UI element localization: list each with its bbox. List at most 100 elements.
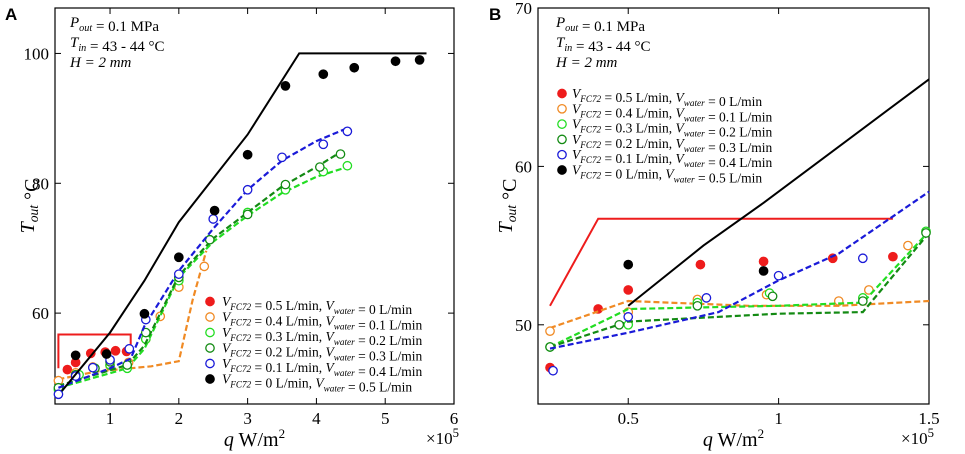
data-point	[53, 389, 64, 400]
data-point	[139, 308, 150, 319]
fit-line	[549, 190, 930, 350]
x-tick-label: 2	[175, 409, 184, 428]
data-point	[545, 326, 555, 336]
fit-line	[57, 333, 132, 369]
data-point	[277, 152, 287, 163]
x-multiplier: ×105	[901, 426, 934, 448]
data-point	[888, 251, 898, 262]
data-point	[773, 270, 784, 281]
y-axis-label: Tout °C	[17, 179, 43, 234]
legend-label: VFC72 = 0.5 L/min, Vwater = 0 L/min	[222, 294, 412, 317]
data-point	[758, 266, 769, 276]
data-point	[280, 81, 291, 91]
x-tick-label: 3	[243, 409, 252, 428]
x-tick-label: 0.5	[618, 409, 639, 428]
data-point	[335, 149, 346, 159]
legend-marker	[205, 312, 215, 322]
legend-label: VFC72 = 0.1 L/min, Vwater = 0.4 L/min	[572, 147, 773, 170]
condition-annotation: Pout = 0.1 MPa	[69, 15, 159, 35]
legend-marker	[557, 103, 567, 114]
data-point	[623, 285, 634, 295]
data-point	[199, 261, 210, 272]
y-tick-label: 60	[32, 304, 49, 323]
data-point	[623, 312, 634, 322]
data-point	[87, 362, 98, 373]
fit-line	[549, 230, 930, 348]
fit-line	[627, 78, 930, 307]
data-point	[204, 234, 215, 245]
data-point	[857, 253, 868, 264]
data-point	[280, 179, 291, 190]
legend-label: VFC72 = 0.4 L/min, Vwater = 0.1 L/min	[572, 101, 773, 124]
condition-annotation: Tin = 43 - 44 °C	[70, 35, 165, 55]
x-axis-label: q W/m2	[224, 426, 285, 451]
x-tick-label: 1	[106, 409, 115, 428]
legend-marker	[205, 358, 215, 369]
panel-letter: A	[5, 5, 17, 24]
x-tick-label: 4	[312, 409, 321, 428]
plot-frame	[537, 7, 930, 405]
condition-annotation: Pout = 0.1 MPa	[555, 15, 645, 35]
data-point	[548, 365, 558, 376]
legend-marker	[205, 327, 215, 338]
legend-label: VFC72 = 0.2 L/min, Vwater = 0.3 L/min	[572, 132, 773, 155]
plot-frame	[54, 7, 455, 405]
data-point	[62, 364, 73, 375]
data-point	[122, 360, 133, 370]
data-point	[173, 252, 184, 263]
x-multiplier: ×105	[426, 426, 459, 448]
data-point	[85, 348, 96, 359]
condition-annotation: Tin = 43 - 44 °C	[556, 35, 651, 55]
legend-marker	[557, 149, 567, 160]
data-point	[315, 162, 325, 172]
y-axis-label: Tout °C	[495, 179, 521, 234]
data-point	[767, 291, 778, 302]
y-tick-label: 100	[24, 44, 50, 63]
legend-label: VFC72 = 0 L/min, Vwater = 0.5 L/min	[572, 163, 762, 186]
panel-letter: B	[489, 5, 501, 24]
data-point	[101, 349, 112, 359]
data-point	[349, 62, 360, 73]
data-point	[70, 350, 81, 361]
x-axis-label: q W/m2	[703, 426, 764, 451]
fit-line	[549, 217, 893, 307]
fit-line	[549, 299, 930, 330]
data-point	[209, 205, 220, 216]
data-point	[414, 55, 425, 65]
data-point	[903, 240, 913, 251]
x-tick-label: 6	[450, 409, 459, 428]
legend-label: VFC72 = 0.3 L/min, Vwater = 0.2 L/min	[572, 117, 773, 140]
fit-line	[58, 250, 208, 381]
x-tick-label: 1.5	[918, 409, 939, 428]
legend-label: VFC72 = 0.1 L/min, Vwater = 0.4 L/min	[222, 356, 423, 379]
data-point	[318, 69, 329, 80]
data-point	[110, 345, 121, 356]
y-tick-label: 50	[515, 316, 532, 335]
fit-line	[61, 52, 427, 392]
data-point	[208, 214, 219, 224]
data-point	[342, 160, 353, 171]
data-point	[342, 126, 353, 137]
fit-line	[549, 232, 930, 349]
y-tick-label: 60	[515, 157, 532, 176]
data-point	[318, 139, 329, 150]
legend-marker	[205, 374, 215, 384]
legend-marker	[557, 134, 567, 145]
condition-annotation: H = 2 mm	[555, 55, 618, 71]
panel-A: A 1 2 3 4 5 6 60 80 100 ×105 q W/m2 Tout °C Pout = 0.…	[5, 5, 459, 451]
legend-marker	[557, 165, 567, 175]
x-tick-label: 5	[381, 409, 390, 428]
fit-line	[58, 127, 348, 389]
legend-label: VFC72 = 0.5 L/min, Vwater = 0 L/min	[572, 86, 762, 109]
legend-marker	[557, 119, 567, 129]
data-point	[390, 56, 401, 67]
legend-label: VFC72 = 0.2 L/min, Vwater = 0.3 L/min	[222, 341, 423, 364]
data-point	[124, 343, 135, 354]
legend-marker	[557, 88, 567, 99]
legend-marker	[205, 343, 215, 353]
y-tick-label: 80	[32, 174, 49, 193]
data-point	[614, 319, 625, 330]
legend-label: VFC72 = 0 L/min, Vwater = 0.5 L/min	[222, 372, 412, 395]
y-tick-label: 70	[515, 0, 532, 18]
